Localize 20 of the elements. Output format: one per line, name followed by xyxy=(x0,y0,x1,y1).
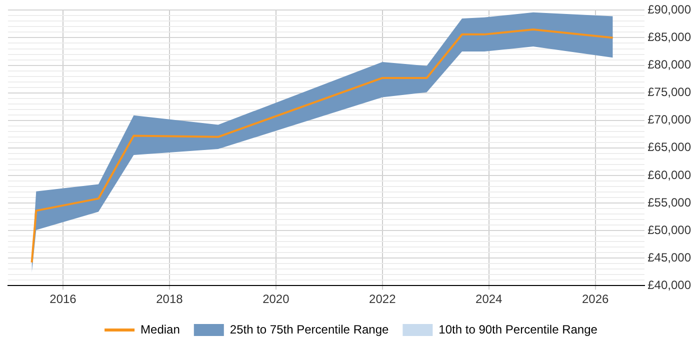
y-tick-label: £80,000 xyxy=(648,58,692,72)
legend-label: 10th to 90th Percentile Range xyxy=(438,322,598,336)
x-tick-label: 2024 xyxy=(476,292,503,306)
x-tick-label: 2020 xyxy=(262,292,290,306)
y-tick-label: £40,000 xyxy=(648,278,692,292)
y-tick-label: £50,000 xyxy=(648,222,692,237)
y-tick-label: £90,000 xyxy=(648,2,692,17)
y-tick-label: £70,000 xyxy=(648,112,692,127)
y-tick-label: £45,000 xyxy=(648,250,692,264)
x-tick-label: 2022 xyxy=(369,292,396,306)
y-tick-label: £65,000 xyxy=(648,140,692,154)
y-tick-label: £85,000 xyxy=(648,30,692,44)
y-tick-label: £75,000 xyxy=(648,85,692,100)
x-tick-label: 2026 xyxy=(582,292,609,306)
x-tick-label: 2016 xyxy=(50,292,77,306)
legend-label: 25th to 75th Percentile Range xyxy=(230,322,390,336)
y-tick-label: £55,000 xyxy=(648,195,692,210)
y-tick-label: £60,000 xyxy=(648,168,692,182)
legend-label: Median xyxy=(140,322,180,336)
x-tick-label: 2018 xyxy=(156,292,184,306)
